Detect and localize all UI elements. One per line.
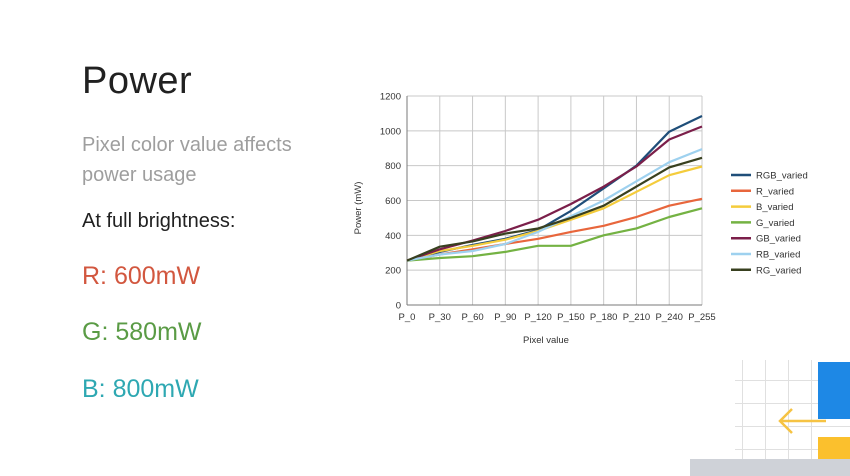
y-tick-label: 600 [385, 196, 401, 207]
y-tick-label: 1000 [380, 126, 401, 137]
legend-entry: RGB_varied [756, 171, 808, 182]
y-tick-label: 800 [385, 161, 401, 172]
series-line-g-varied [406, 207, 703, 262]
reading-red-label: R: [82, 262, 107, 290]
deco-grid-line [742, 360, 743, 476]
x-tick-label: P_90 [494, 312, 516, 323]
reading-blue-label: B: [82, 375, 106, 403]
reading-blue-value: 800mW [112, 375, 199, 403]
legend-entry: G_varied [756, 218, 795, 229]
reading-blue: B: 800mW [82, 375, 199, 404]
deco-grid-line [811, 360, 812, 476]
deco-grid-line [765, 360, 766, 476]
reading-green-value: 580mW [115, 318, 202, 346]
legend-entry: RB_varied [756, 250, 800, 261]
legend-entry: R_varied [756, 186, 794, 197]
series-line-gb-varied [406, 125, 703, 262]
x-tick-label: P_210 [623, 312, 650, 323]
reading-green-label: G: [82, 318, 109, 346]
series-line-rg-varied [406, 156, 703, 262]
x-tick-label: P_180 [590, 312, 617, 323]
reading-green: G: 580mW [82, 318, 202, 347]
series-line-b-varied [406, 165, 703, 262]
slide-subtitle: Pixel color value affects power usage [82, 134, 292, 186]
deco-grid-line [735, 380, 850, 381]
x-tick-label: P_240 [655, 312, 682, 323]
deco-grid-line [788, 360, 789, 476]
chart-axes: 0 200 400 600 800 1000 1200 P_0 P_30 P_60 P_90 P_12… [380, 92, 716, 324]
y-tick-label: 0 [396, 301, 401, 312]
y-tick-label: 400 [385, 231, 401, 242]
chart-series [406, 115, 703, 262]
x-tick-label: P_120 [524, 312, 551, 323]
legend-entry: B_varied [756, 202, 794, 213]
y-tick-label: 1200 [380, 92, 401, 103]
deco-yellow-block [818, 437, 850, 459]
brightness-label: At full brightness: [82, 210, 236, 232]
y-axis-label: Power (mW) [353, 182, 364, 235]
chart-gridlines [407, 95, 703, 305]
series-line-r-varied [406, 197, 703, 262]
x-tick-label: P_30 [429, 312, 451, 323]
x-tick-label: P_60 [461, 312, 483, 323]
x-tick-label: P_255 [688, 312, 715, 323]
deco-gray-bar [690, 459, 850, 476]
deco-grid-line [735, 403, 850, 404]
legend-entry: GB_varied [756, 234, 801, 245]
slide-title: Power [82, 60, 193, 102]
deco-blue-block [818, 362, 850, 419]
legend-entry: RG_varied [756, 265, 801, 276]
x-tick-label: P_150 [557, 312, 584, 323]
deco-grid-line [735, 449, 850, 450]
x-tick-label: P_0 [399, 312, 416, 323]
y-tick-label: 200 [385, 266, 401, 277]
series-line-rgb-varied [406, 115, 703, 262]
reading-red: R: 600mW [82, 262, 200, 291]
x-axis-label: Pixel value [523, 335, 569, 346]
chart-legend: RGB_varied R_varied B_varied G_varied GB_var… [731, 171, 808, 276]
deco-grid-line [735, 426, 850, 427]
reading-red-value: 600mW [113, 262, 201, 290]
arrow-left-icon [778, 408, 826, 434]
